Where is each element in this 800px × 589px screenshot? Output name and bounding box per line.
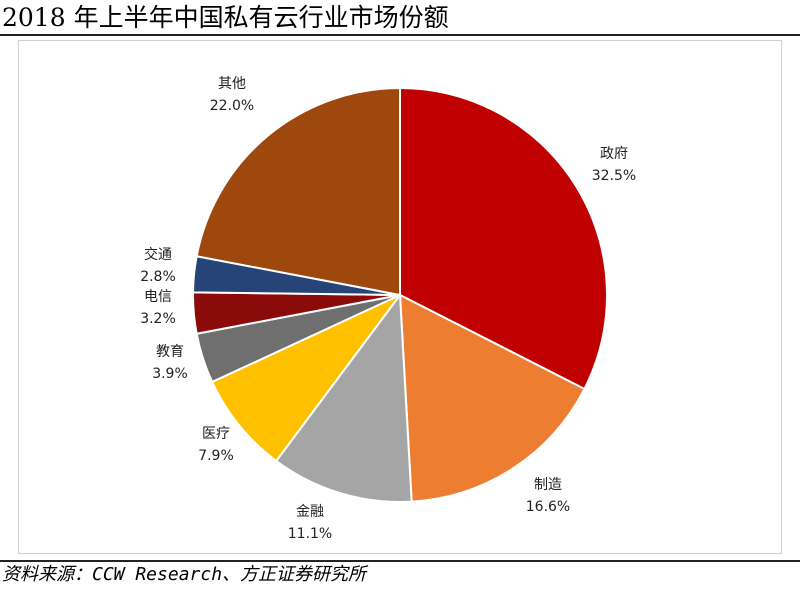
slice-name-label-7: 其他 bbox=[218, 76, 246, 92]
slice-name-label-6: 交通 bbox=[144, 246, 172, 263]
bottom-rule bbox=[0, 560, 800, 562]
slice-name-label-3: 医疗 bbox=[202, 426, 230, 442]
chart-frame bbox=[18, 40, 782, 554]
slice-value-label-5: 3.2% bbox=[140, 311, 176, 327]
pie-slice-1 bbox=[398, 293, 586, 503]
top-rule bbox=[0, 34, 800, 36]
slice-value-label-6: 2.8% bbox=[140, 269, 176, 285]
pie-labels: 政府 32.5% 制造 16.6% 金融 11.1% 医疗 7.9% 教育 3.9% 电信 3.2% 交… bbox=[140, 76, 636, 542]
slice-name-label-0: 政府 bbox=[600, 146, 628, 162]
slice-value-label-1: 16.6% bbox=[526, 499, 570, 515]
slice-name-label-4: 教育 bbox=[156, 344, 184, 360]
slice-value-label-7: 22.0% bbox=[210, 98, 254, 114]
slice-value-label-2: 11.1% bbox=[288, 526, 332, 542]
pie-slice-3 bbox=[210, 294, 401, 463]
source-note: 资料来源：CCW Research、方正证券研究所 bbox=[2, 564, 367, 585]
slice-value-label-0: 32.5% bbox=[592, 168, 636, 184]
slice-value-label-4: 3.9% bbox=[152, 366, 188, 382]
slice-name-label-2: 金融 bbox=[296, 504, 324, 520]
slice-name-label-5: 电信 bbox=[144, 289, 172, 305]
pie-slices bbox=[192, 86, 608, 503]
slice-name-label-1: 制造 bbox=[534, 477, 562, 493]
chart-title: 2018 年上半年中国私有云行业市场份额 bbox=[2, 3, 449, 32]
pie-slice-2 bbox=[274, 292, 413, 503]
pie-slice-7 bbox=[195, 86, 401, 297]
slice-value-label-3: 7.9% bbox=[198, 448, 234, 464]
pie-slice-0 bbox=[399, 86, 608, 391]
